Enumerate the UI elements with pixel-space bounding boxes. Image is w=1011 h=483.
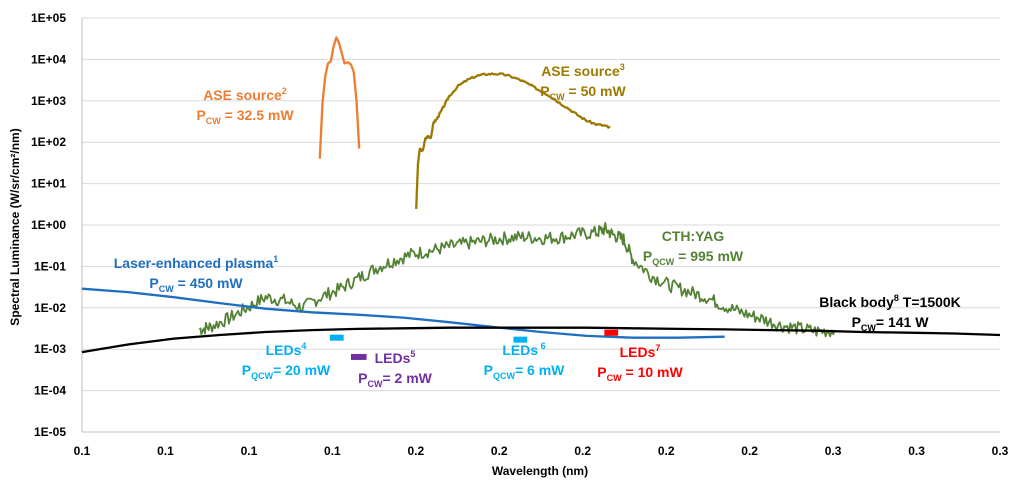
annotation-ase3-name: ASE source3 (541, 62, 625, 79)
axes (81, 18, 1000, 433)
series-line-blackbody (81, 326, 1001, 354)
series-lines (81, 36, 1001, 354)
marker-leds4 (329, 334, 344, 341)
annotation-leds5-power: PCW= 2 mW (358, 370, 433, 389)
x-tick-label: 0.1 (74, 444, 91, 458)
y-tick-label: 1E-01 (34, 259, 66, 273)
series-line-ase3 (415, 72, 611, 209)
y-tick-label: 1E+05 (31, 11, 66, 25)
annotation-leds6-power: PQCW= 6 mW (484, 362, 566, 381)
annotation-leds5-name: LEDs5 (375, 349, 416, 366)
x-tick-label: 0.1 (324, 444, 341, 458)
annotation-leds7-power: PCW = 10 mW (597, 364, 683, 383)
x-tick-label: 0.2 (574, 444, 591, 458)
x-tick-labels: 0.1 0.1 0.1 0.1 0.2 0.2 0.2 0.2 0.2 0.3 0.3 0.3 (74, 444, 1009, 458)
series-annotations: ASE source2 PCW = 32.5 mW ASE source3 PCW =… (114, 62, 961, 389)
series-line-ase2 (318, 36, 361, 159)
y-tick-label: 1E+00 (31, 218, 66, 232)
y-tick-labels: 1E-05 1E-04 1E-03 1E-02 1E-01 1E+00 1E+01 1E+02… (31, 11, 66, 439)
annotation-ase3-power: PCW = 50 mW (540, 83, 626, 102)
marker-leds5 (350, 353, 367, 360)
y-tick-label: 1E+02 (31, 135, 66, 149)
x-tick-label: 0.3 (992, 444, 1009, 458)
x-tick-label: 0.2 (658, 444, 675, 458)
annotation-leds4-power: PQCW= 20 mW (242, 362, 331, 381)
x-tick-label: 0.1 (157, 444, 174, 458)
led-markers (329, 329, 619, 360)
annotation-blackbody-name: Black body8 T=1500K (819, 293, 961, 310)
gridlines (82, 17, 1000, 392)
annotation-ase2-name: ASE source2 (203, 86, 287, 103)
y-tick-label: 1E+04 (31, 52, 66, 66)
annotation-blackbody-power: PCW= 141 W (852, 314, 930, 333)
series-line-plasma (81, 287, 725, 339)
annotation-plasma-name: Laser-enhanced plasma1 (114, 254, 279, 271)
x-tick-label: 0.3 (908, 444, 925, 458)
x-tick-label: 0.3 (825, 444, 842, 458)
y-tick-label: 1E+01 (31, 177, 66, 191)
marker-leds7 (604, 329, 619, 336)
y-tick-label: 1E-05 (34, 425, 66, 439)
marker-leds6 (513, 336, 528, 343)
x-axis-label: Wavelength (nm) (492, 464, 588, 478)
annotation-cthyag-name: CTH:YAG (662, 228, 725, 244)
x-tick-label: 0.2 (491, 444, 508, 458)
annotation-leds6-name: LEDs 6 (502, 341, 545, 358)
annotation-cthyag-power: PQCW = 995 mW (643, 248, 744, 267)
annotation-ase2-power: PCW = 32.5 mW (196, 107, 294, 126)
annotation-leds7-name: LEDs7 (620, 343, 661, 360)
x-tick-label: 0.2 (741, 444, 758, 458)
annotation-plasma-power: PCW = 450 mW (149, 275, 243, 294)
y-tick-label: 1E-04 (34, 384, 66, 398)
y-tick-label: 1E-03 (34, 342, 66, 356)
annotation-leds4-name: LEDs4 (266, 341, 307, 358)
x-tick-label: 0.1 (241, 444, 258, 458)
series-line-cthyag (198, 222, 836, 338)
x-tick-label: 0.2 (407, 444, 424, 458)
y-axis-label: Spectral Luminance (W/sr/cm²/nm) (8, 128, 22, 325)
y-tick-label: 1E-02 (34, 301, 66, 315)
y-tick-label: 1E+03 (31, 94, 66, 108)
